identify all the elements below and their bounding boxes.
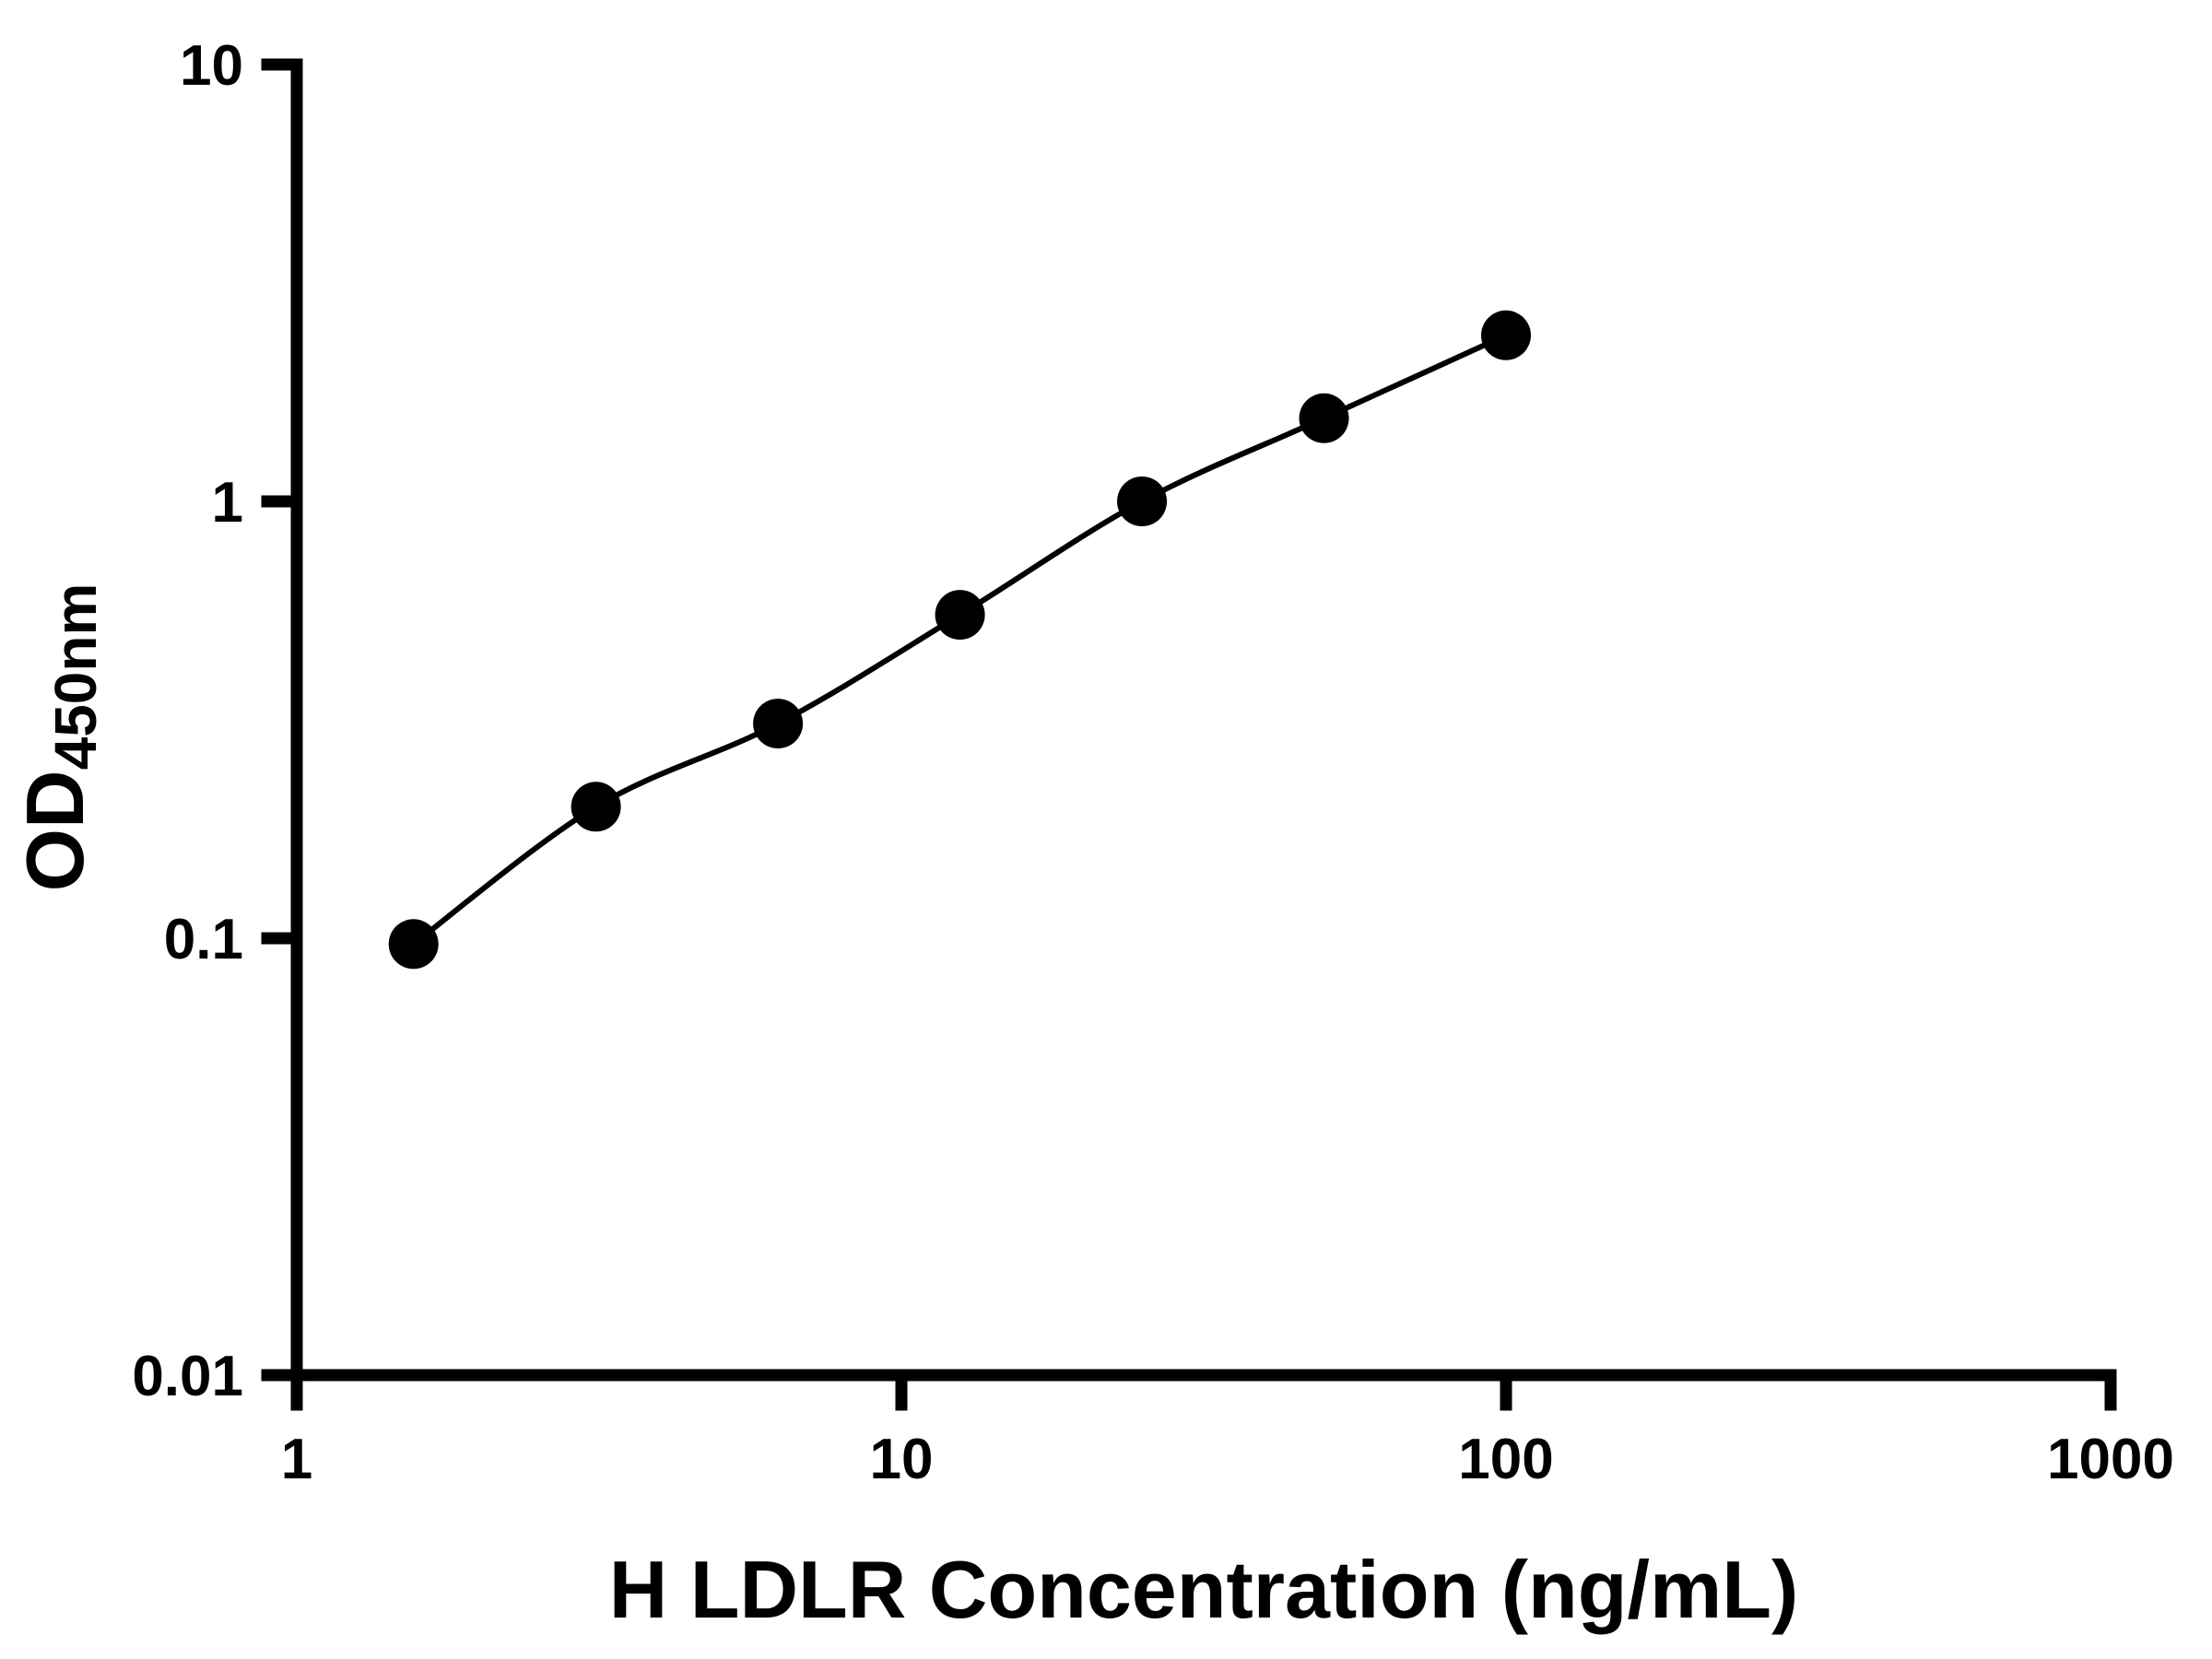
y-axis-title-main: OD xyxy=(9,770,100,891)
x-axis-title: H LDLR Concentration (ng/mL) xyxy=(609,1544,1799,1635)
axes-spine xyxy=(290,58,2117,1382)
data-point xyxy=(1299,393,1349,443)
data-point xyxy=(388,919,439,970)
x-tick-label: 100 xyxy=(1458,1428,1553,1491)
data-point xyxy=(753,699,804,749)
data-point xyxy=(935,590,985,641)
data-point xyxy=(571,782,621,832)
y-axis-title: OD450nm xyxy=(9,583,109,892)
x-tick-label: 1 xyxy=(281,1428,312,1491)
x-tick-label: 10 xyxy=(870,1428,934,1491)
y-tick-label: 0.01 xyxy=(132,1345,243,1408)
data-point xyxy=(1481,310,1531,360)
x-tick-label: 1000 xyxy=(2047,1428,2174,1491)
plot-area: 1 10 100 1000 0.01 0.1 1 10 xyxy=(132,34,2174,1491)
y-tick-label: 10 xyxy=(180,34,243,98)
data-point xyxy=(1117,477,1168,526)
y-tick-label: 0.1 xyxy=(164,908,243,971)
y-axis-title-sub: 450nm xyxy=(42,583,109,771)
y-tick-label: 1 xyxy=(212,471,243,535)
